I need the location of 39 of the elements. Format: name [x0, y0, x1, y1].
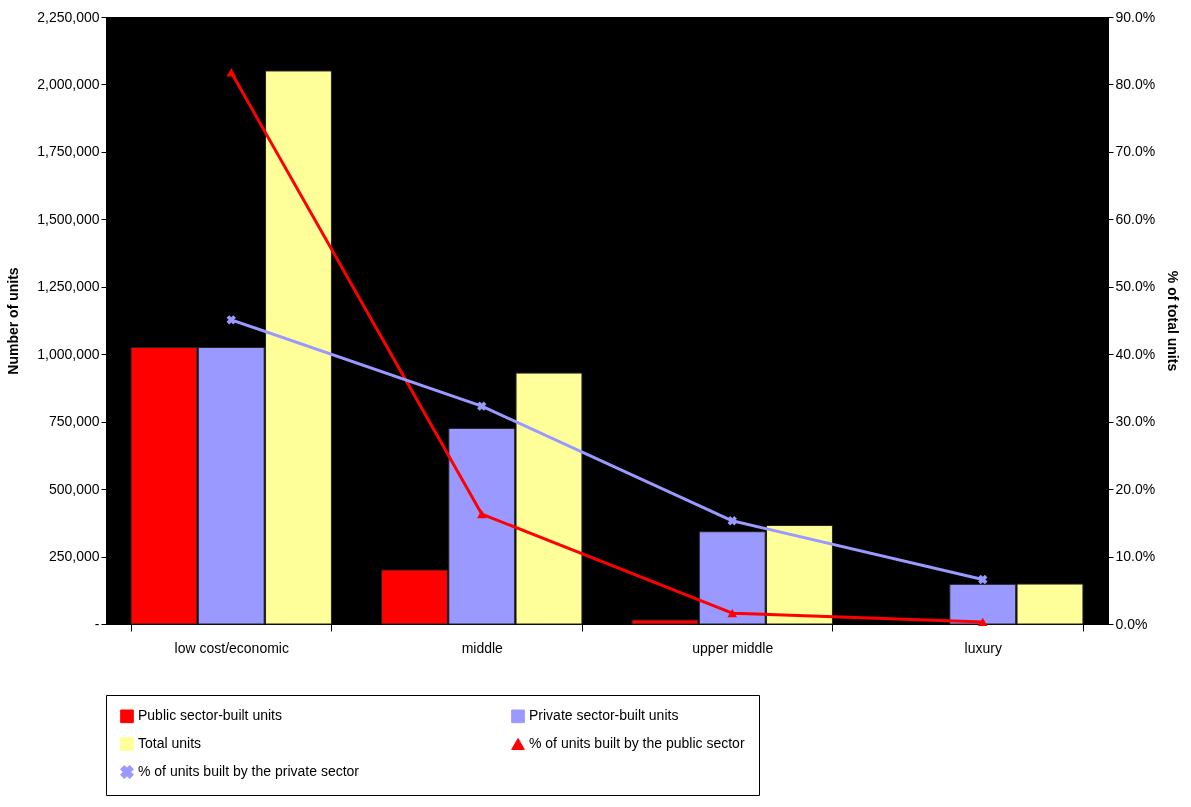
y2-tick-label: 70.0%	[1115, 143, 1156, 160]
point	[727, 516, 737, 526]
x-tick-label: luxury	[964, 639, 1002, 656]
y-tick-label: 750,000	[48, 413, 100, 430]
y2-tick-label: 50.0%	[1115, 278, 1156, 295]
y-tick-label: 1,500,000	[37, 210, 100, 227]
y-tick-label: 1,250,000	[37, 278, 100, 295]
y-tick-label: -	[94, 615, 100, 632]
y2-axis-title: % of total units	[1165, 270, 1182, 372]
y-tick-label: 1,750,000	[37, 143, 100, 160]
point	[226, 68, 236, 77]
x-tick-label: low cost/economic	[174, 639, 289, 656]
y2-tick-label: 0.0%	[1115, 615, 1148, 632]
y-tick-label: 2,000,000	[37, 75, 100, 92]
x-tick-label: upper middle	[692, 639, 774, 656]
point	[978, 617, 988, 627]
point	[978, 574, 988, 585]
y2-tick-label: 10.0%	[1115, 548, 1156, 565]
y2-tick-label: 20.0%	[1115, 480, 1156, 497]
x-tick-label: middle	[461, 639, 504, 656]
y-axis-title: Number of units	[5, 267, 22, 375]
y2-tick-label: 80.0%	[1115, 75, 1156, 92]
y2-tick-label: 40.0%	[1115, 345, 1156, 362]
y2-tick-label: 90.0%	[1115, 8, 1156, 25]
y-tick-label: 1,000,000	[37, 345, 100, 362]
legend-label: % of units built by the public sector	[529, 735, 745, 751]
y2-tick-label: 30.0%	[1115, 413, 1156, 430]
point	[226, 315, 236, 325]
legend-label: Public sector-built units	[138, 707, 282, 724]
point	[727, 609, 737, 618]
y-tick-label: 2,250,000	[37, 8, 100, 25]
legend-label: Total units	[138, 735, 202, 751]
point	[477, 509, 487, 519]
y-tick-label: 500,000	[48, 480, 100, 497]
point	[477, 401, 487, 411]
y2-tick-label: 60.0%	[1115, 210, 1156, 227]
y-tick-label: 250,000	[48, 548, 100, 565]
legend-label: Private sector-built units	[529, 707, 679, 724]
legend-label: % of units built by the private sector	[138, 763, 360, 779]
